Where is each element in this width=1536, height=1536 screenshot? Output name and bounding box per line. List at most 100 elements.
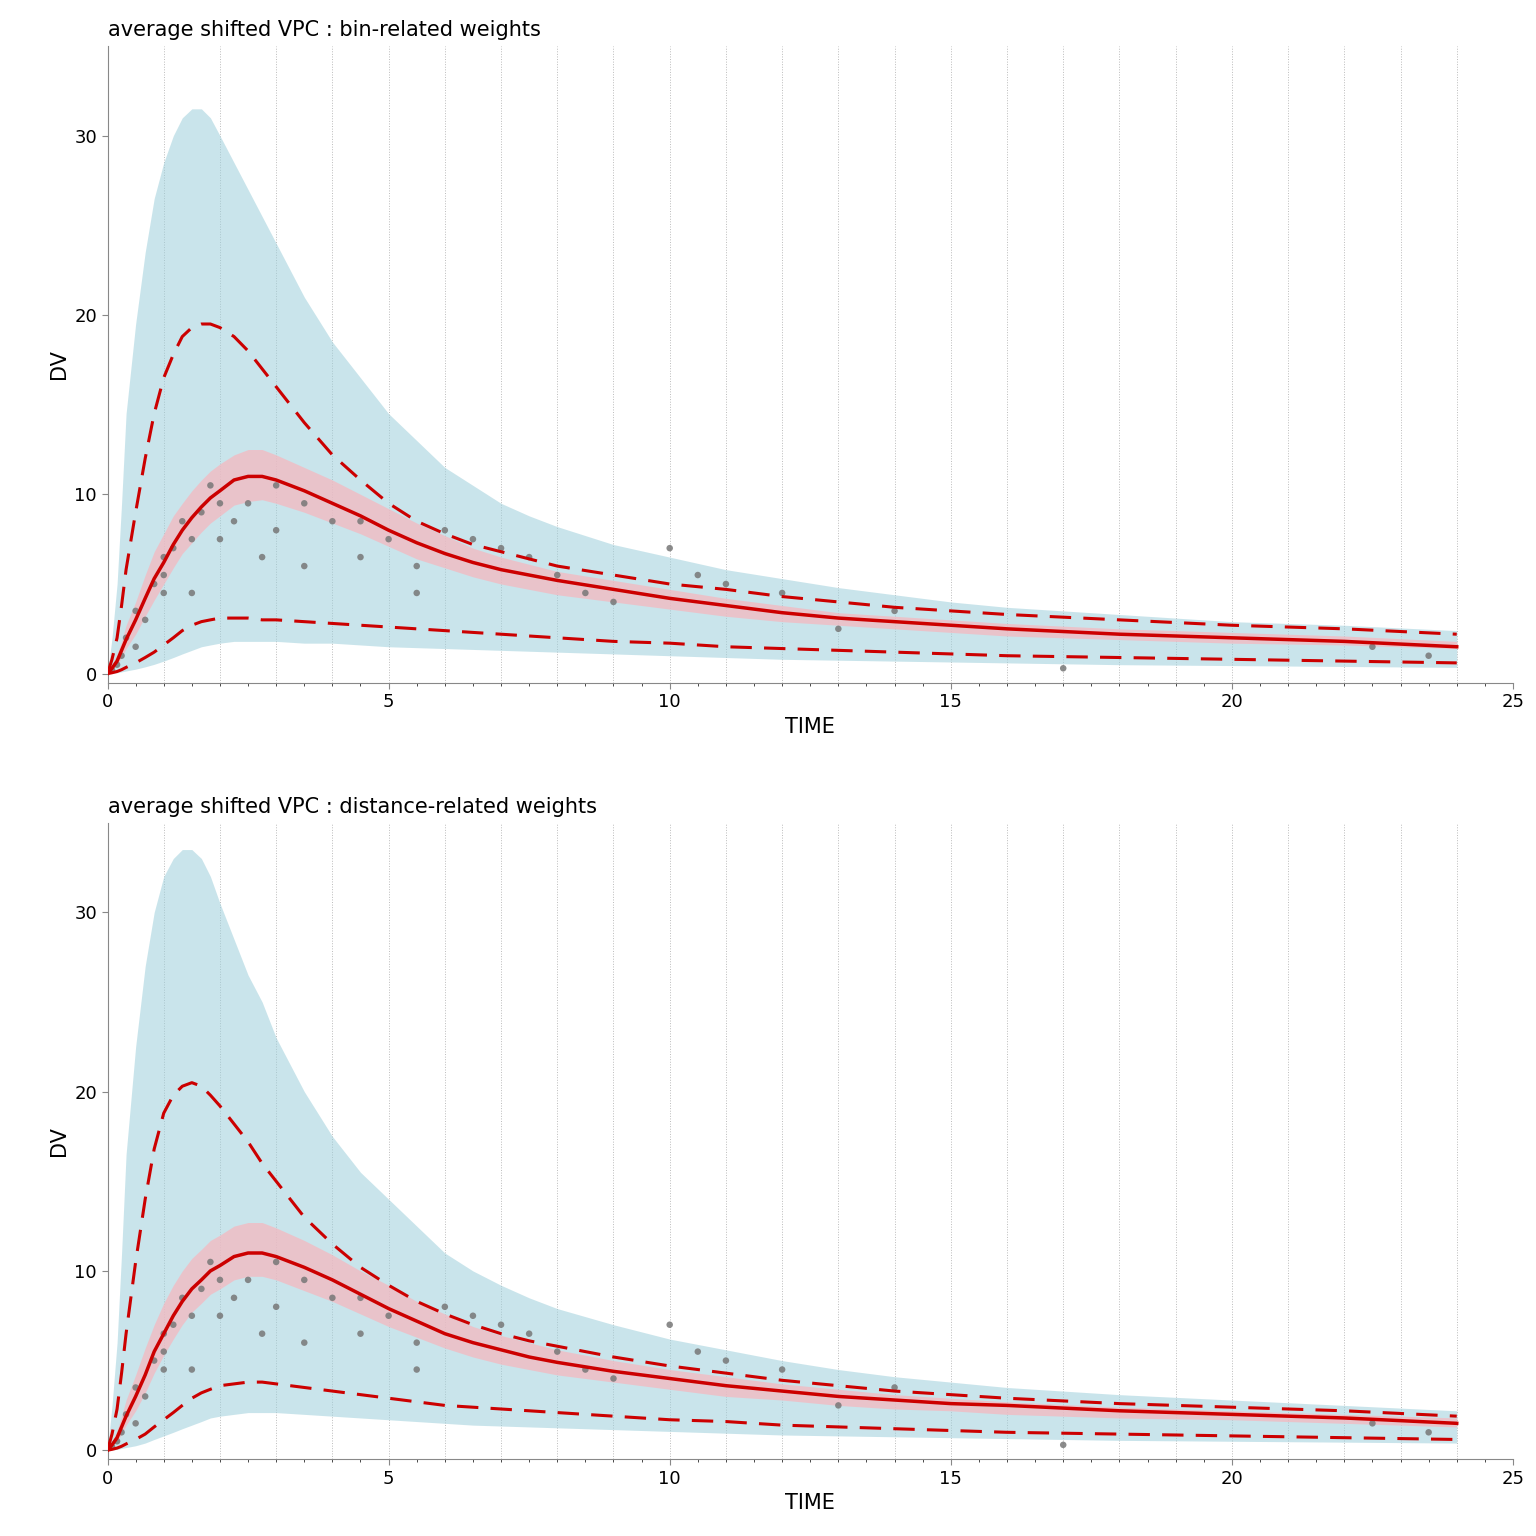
Point <box>152 1339 177 1364</box>
Point <box>433 518 458 542</box>
Point <box>292 492 316 516</box>
Point <box>180 527 204 551</box>
Point <box>714 571 739 596</box>
Y-axis label: DV: DV <box>49 349 69 379</box>
Point <box>152 562 177 587</box>
Point <box>488 1312 513 1336</box>
Point <box>1051 656 1075 680</box>
Point <box>376 527 401 551</box>
Point <box>714 1349 739 1373</box>
X-axis label: TIME: TIME <box>785 717 836 737</box>
Point <box>100 1435 124 1459</box>
Point <box>250 1321 275 1346</box>
Point <box>198 473 223 498</box>
Point <box>134 608 158 633</box>
Point <box>109 1419 134 1444</box>
Point <box>376 1304 401 1329</box>
Point <box>404 554 429 579</box>
Point <box>601 1366 625 1390</box>
Point <box>573 581 598 605</box>
Point <box>1361 634 1385 659</box>
Point <box>180 581 204 605</box>
Point <box>545 562 570 587</box>
Point <box>114 1402 138 1427</box>
Point <box>826 1393 851 1418</box>
Point <box>180 1358 204 1382</box>
Point <box>152 581 177 605</box>
Point <box>109 644 134 668</box>
Point <box>685 1339 710 1364</box>
Point <box>152 1321 177 1346</box>
Y-axis label: DV: DV <box>49 1126 69 1157</box>
Point <box>123 1375 147 1399</box>
Point <box>161 536 186 561</box>
Point <box>516 1321 542 1346</box>
Point <box>349 508 373 533</box>
Point <box>152 545 177 570</box>
Point <box>292 1267 316 1292</box>
Point <box>319 508 344 533</box>
Point <box>319 1286 344 1310</box>
Point <box>404 1358 429 1382</box>
Point <box>349 545 373 570</box>
Point <box>123 1412 147 1436</box>
Point <box>433 1295 458 1319</box>
Point <box>161 1312 186 1336</box>
Point <box>264 1250 289 1275</box>
Point <box>264 1295 289 1319</box>
Point <box>180 1304 204 1329</box>
Point <box>152 1358 177 1382</box>
Point <box>349 1286 373 1310</box>
Point <box>461 1304 485 1329</box>
Point <box>573 1358 598 1382</box>
Point <box>198 1250 223 1275</box>
Point <box>685 562 710 587</box>
Point <box>826 616 851 641</box>
Point <box>264 473 289 498</box>
Point <box>1051 1433 1075 1458</box>
Point <box>170 508 195 533</box>
Point <box>207 1267 232 1292</box>
Point <box>292 1330 316 1355</box>
Point <box>292 554 316 579</box>
Point <box>221 508 246 533</box>
Point <box>1416 644 1441 668</box>
Text: average shifted VPC : bin-related weights: average shifted VPC : bin-related weight… <box>108 20 541 40</box>
Point <box>141 1349 166 1373</box>
Point <box>141 571 166 596</box>
Point <box>237 492 261 516</box>
Point <box>264 518 289 542</box>
Point <box>461 527 485 551</box>
Point <box>657 536 682 561</box>
Point <box>349 1321 373 1346</box>
Point <box>104 653 129 677</box>
Point <box>488 536 513 561</box>
Point <box>404 1330 429 1355</box>
Point <box>882 599 906 624</box>
Point <box>123 599 147 624</box>
X-axis label: TIME: TIME <box>785 1493 836 1513</box>
Point <box>404 581 429 605</box>
Point <box>207 492 232 516</box>
Point <box>516 545 542 570</box>
Point <box>100 657 124 682</box>
Point <box>1416 1419 1441 1444</box>
Point <box>1361 1412 1385 1436</box>
Point <box>601 590 625 614</box>
Point <box>657 1312 682 1336</box>
Point <box>882 1375 906 1399</box>
Point <box>221 1286 246 1310</box>
Point <box>207 1304 232 1329</box>
Point <box>237 1267 261 1292</box>
Text: average shifted VPC : distance-related weights: average shifted VPC : distance-related w… <box>108 797 596 817</box>
Point <box>189 501 214 525</box>
Point <box>770 1358 794 1382</box>
Point <box>250 545 275 570</box>
Point <box>170 1286 195 1310</box>
Point <box>104 1428 129 1453</box>
Point <box>134 1384 158 1409</box>
Point <box>770 581 794 605</box>
Point <box>189 1276 214 1301</box>
Point <box>114 625 138 650</box>
Point <box>207 527 232 551</box>
